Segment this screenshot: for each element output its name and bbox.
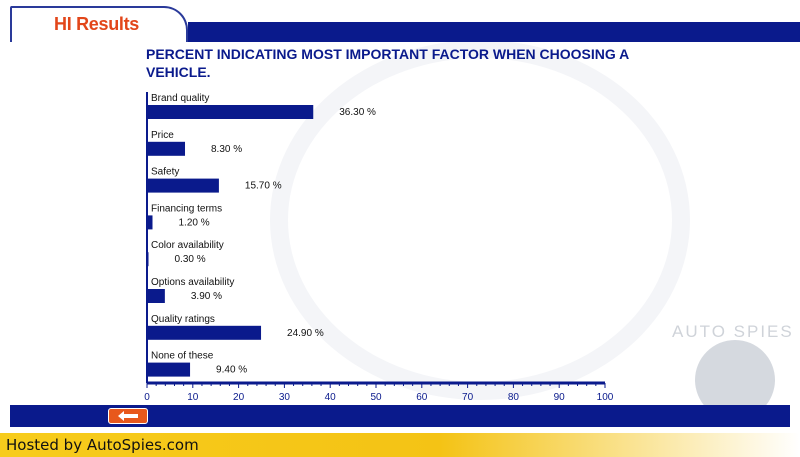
back-button[interactable] <box>108 408 148 424</box>
x-tick-label: 10 <box>187 392 199 403</box>
category-label: Price <box>151 130 174 141</box>
x-tick-label: 60 <box>416 392 428 403</box>
footer-bar <box>10 405 790 427</box>
value-label: 3.90 % <box>191 291 222 302</box>
category-label: None of these <box>151 351 214 362</box>
chart-title: PERCENT INDICATING MOST IMPORTANT FACTOR… <box>146 46 629 80</box>
bar <box>147 325 262 340</box>
bar <box>147 178 219 193</box>
x-tick-label: 100 <box>597 392 614 403</box>
bar <box>147 362 191 377</box>
category-label: Financing terms <box>151 203 222 214</box>
x-tick-label: 90 <box>554 392 566 403</box>
header-bar <box>188 22 800 42</box>
category-label: Safety <box>151 167 179 178</box>
value-label: 15.70 % <box>245 181 282 192</box>
x-tick-label: 70 <box>462 392 474 403</box>
brand-watermark: AUTO SPIES <box>672 322 794 341</box>
x-tick-label: 20 <box>233 392 245 403</box>
value-label: 36.30 % <box>339 107 376 118</box>
bar <box>147 289 165 303</box>
x-tick-label: 30 <box>279 392 291 403</box>
x-tick-label: 40 <box>325 392 337 403</box>
x-tick-label: 50 <box>370 392 382 403</box>
category-label: Quality ratings <box>151 314 215 325</box>
left-arrow-icon <box>118 411 138 421</box>
value-label: 9.40 % <box>216 365 247 376</box>
value-label: 8.30 % <box>211 144 242 155</box>
hosted-bar <box>0 433 800 457</box>
category-label: Options availability <box>151 277 234 288</box>
x-tick-label: 80 <box>508 392 520 403</box>
category-label: Color availability <box>151 240 224 251</box>
bar <box>147 105 314 119</box>
bar <box>147 215 153 230</box>
category-label: Brand quality <box>151 93 209 104</box>
x-tick-label: 0 <box>144 392 150 403</box>
tab-title: HI Results <box>54 14 140 34</box>
value-label: 1.20 % <box>178 217 209 228</box>
bar <box>147 141 186 156</box>
value-label: 24.90 % <box>287 328 324 339</box>
results-tab: HI Results <box>10 6 188 42</box>
value-label: 0.30 % <box>175 254 206 265</box>
hosted-by-text: Hosted by AutoSpies.com <box>6 436 199 454</box>
